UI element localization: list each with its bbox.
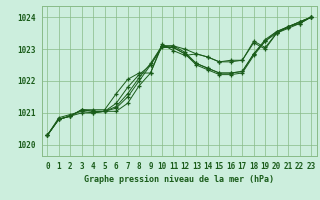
X-axis label: Graphe pression niveau de la mer (hPa): Graphe pression niveau de la mer (hPa) <box>84 175 274 184</box>
